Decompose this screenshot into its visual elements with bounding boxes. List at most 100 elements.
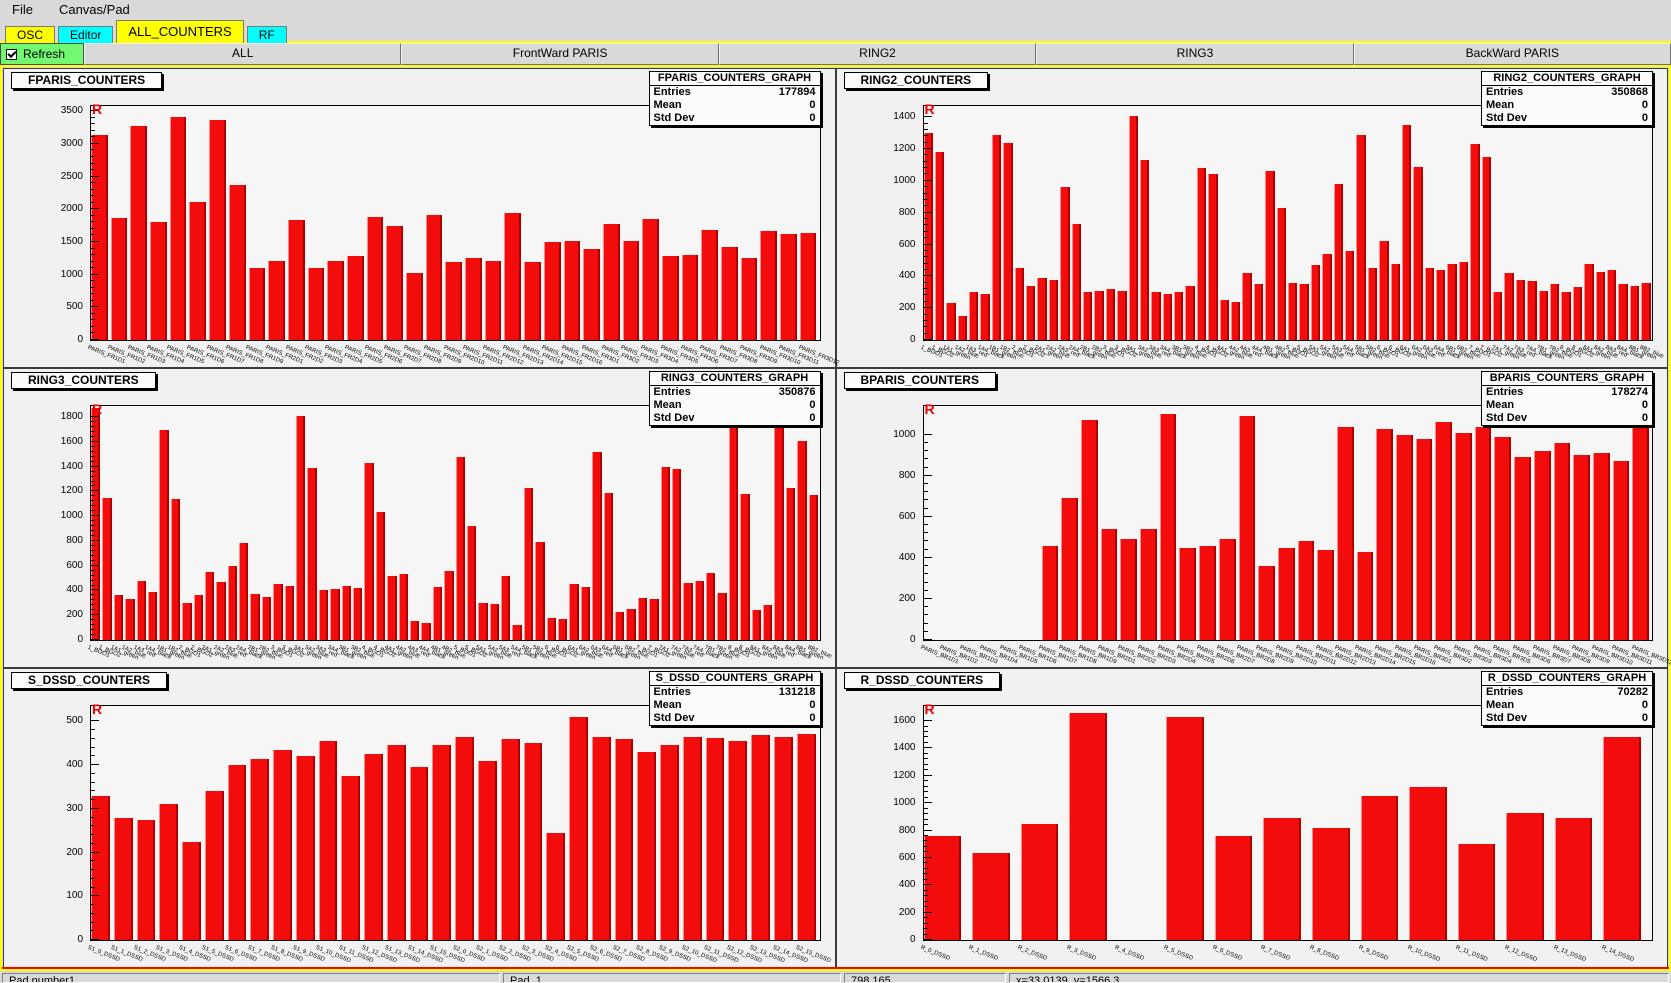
bar [398,574,408,640]
y-major-tick: 0 [910,634,932,645]
pad-fparis-counters[interactable]: FPARIS_COUNTERS FPARIS_COUNTERS_GRAPH En… [3,68,840,368]
bar [1573,455,1590,640]
y-major-tick: 100 [66,890,99,901]
y-minor-tick [91,584,95,586]
status-bar: Pad number1 Pad_1 798.165 x=33.0139, y=1… [0,972,1671,983]
bar [694,580,705,640]
y-major-tick: 400 [899,552,932,563]
bar [1162,293,1173,340]
bar [1409,786,1447,940]
y-minor-tick [91,877,95,879]
bar [1527,281,1537,340]
bar [626,609,636,640]
y-minor-tick [91,155,95,157]
y-minor-tick [91,609,95,611]
menu-file[interactable]: File [12,2,33,17]
pad-title[interactable]: S_DSSD_COUNTERS [11,672,168,689]
y-minor-tick [91,470,95,472]
refresh-checkbox[interactable] [6,48,17,60]
tab-all[interactable]: ALL [84,43,402,65]
tab-ring2[interactable]: RING2 [718,43,1037,65]
pad-s-dssd-counters[interactable]: S_DSSD_COUNTERS S_DSSD_COUNTERS_GRAPH En… [3,668,836,968]
pad-title[interactable]: RING2_COUNTERS [843,72,989,89]
tab-editor[interactable]: Editor [58,26,114,43]
x-axis-labels: 1_BGO1 1_BGO2 1A1_green 1A2_blue 1A3_red 1A4_… [87,642,832,667]
y-major-tick: 1200 [893,143,932,154]
y-minor-tick [923,154,928,156]
y-minor-tick [923,458,928,460]
bar [1263,818,1301,940]
y-minor-tick [923,622,928,624]
tab-all-counters[interactable]: ALL_COUNTERS [116,20,244,43]
y-minor-tick [91,554,95,556]
bar [980,293,990,340]
toolbar: Refresh ALL FrontWard PARIS RING2 RING3 … [0,43,1671,65]
bar [580,586,591,640]
bar [113,595,124,640]
y-major-tick: 200 [899,302,932,313]
bar [1071,223,1081,340]
y-minor-tick [923,889,928,891]
bar [1493,292,1503,340]
bar [352,588,363,640]
y-major-tick: 800 [899,207,932,218]
pad-ring2-counters[interactable]: RING2_COUNTERS RING2_COUNTERS_GRAPH Entr… [835,68,1668,368]
stats-box[interactable]: FPARIS_COUNTERS_GRAPH Entries 177894 Mean… [648,71,821,126]
y-minor-tick [923,192,928,194]
bar [91,795,110,940]
pad-r-dssd-counters[interactable]: R_DSSD_COUNTERS R_DSSD_COUNTERS_GRAPH En… [835,668,1668,968]
bar [1436,269,1446,340]
pad-ring3-counters[interactable]: RING3_COUNTERS RING3_COUNTERS_GRAPH Entr… [3,368,836,668]
stats-label-entries: Entries [653,86,691,98]
bar [717,592,727,640]
y-minor-tick [923,736,928,738]
bar [649,599,659,640]
pad-title[interactable]: RING3_COUNTERS [11,372,156,389]
bar [189,202,207,340]
y-tick-label: 800 [898,824,916,836]
tab-backward-paris[interactable]: BackWard PARIS [1353,43,1671,65]
y-minor-tick [91,431,95,432]
refresh-button[interactable]: Refresh [0,43,84,65]
stats-box[interactable]: RING2_COUNTERS_GRAPH Entries 350868 Mean 0… [1481,71,1653,126]
tab-osc[interactable]: OSC [5,26,56,43]
bar [204,571,215,640]
stats-box[interactable]: RING3_COUNTERS_GRAPH Entries 350876 Mean 0… [648,371,821,426]
pad-title[interactable]: BPARIS_COUNTERS [843,372,996,389]
stats-box[interactable]: R_DSSD_COUNTERS_GRAPH Entries 70282 Mean 0… [1481,671,1653,726]
y-major-tick: 1200 [61,485,99,496]
bar [1612,461,1630,640]
y-minor-tick [923,851,928,853]
bar [957,316,968,340]
menu-canvas-pad[interactable]: Canvas/Pad [58,2,130,17]
bar [102,497,112,640]
y-tick-label: 1400 [893,111,916,123]
bar [1344,250,1355,340]
pad-title[interactable]: FPARIS_COUNTERS [11,72,163,89]
y-minor-tick [91,737,95,739]
stats-box[interactable]: BPARIS_COUNTERS_GRAPH Entries 178274 Mean… [1481,371,1653,426]
stats-box[interactable]: S_DSSD_COUNTERS_GRAPH Entries 131218 Mean… [648,671,821,726]
pad-title[interactable]: R_DSSD_COUNTERS [843,672,1001,689]
y-tick-label: 1200 [893,769,916,781]
y-tick-label: 100 [66,890,83,902]
bar [1219,300,1230,340]
y-tick-label: 1500 [60,235,83,247]
bar [1595,271,1605,340]
bar [1333,184,1343,340]
y-minor-tick [923,249,928,251]
root-canvas[interactable]: FPARIS_COUNTERS FPARIS_COUNTERS_GRAPH En… [0,65,1671,971]
bar [1376,428,1393,640]
y-minor-tick [91,869,95,871]
bar [1553,442,1571,640]
tab-frontward-paris[interactable]: FrontWard PARIS [401,43,719,65]
stats-value-entries: 350876 [778,386,816,398]
y-minor-tick [923,867,928,869]
tab-ring3[interactable]: RING3 [1036,43,1354,65]
pad-bparis-counters[interactable]: BPARIS_COUNTERS BPARIS_COUNTERS_GRAPH En… [835,368,1671,668]
bar [204,791,224,940]
tab-rf[interactable]: RF [246,26,287,43]
bar [1082,292,1093,340]
y-minor-tick [91,510,95,512]
y-minor-tick [91,162,95,164]
